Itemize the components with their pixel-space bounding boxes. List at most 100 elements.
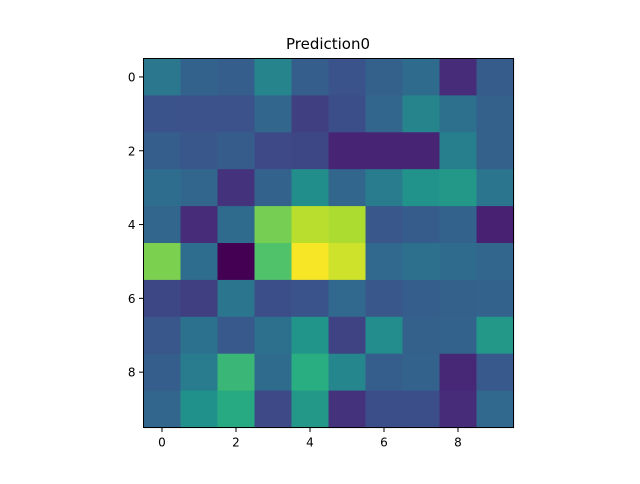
heatmap-cell bbox=[217, 316, 256, 355]
heatmap-cell bbox=[254, 316, 293, 355]
heatmap-cell bbox=[217, 206, 256, 244]
heatmap-cell bbox=[476, 132, 515, 170]
heatmap-cell bbox=[439, 279, 478, 318]
heatmap-cell bbox=[476, 169, 515, 207]
heatmap-cell bbox=[328, 279, 367, 318]
y-tick-label: 8 bbox=[128, 366, 136, 380]
heatmap-cell bbox=[402, 316, 441, 355]
heatmap-cell bbox=[328, 95, 367, 133]
x-tick-label: 2 bbox=[232, 436, 240, 450]
heatmap-cell bbox=[217, 390, 256, 429]
chart-title: Prediction0 bbox=[286, 35, 370, 53]
heatmap-cell bbox=[476, 279, 515, 318]
heatmap-cell bbox=[328, 353, 367, 392]
heatmap-cell bbox=[402, 132, 441, 170]
x-tick-label: 8 bbox=[454, 436, 462, 450]
heatmap-cell bbox=[217, 353, 256, 392]
heatmap-cell bbox=[291, 390, 330, 429]
heatmap-cell bbox=[180, 316, 219, 355]
heatmap-cell bbox=[291, 132, 330, 170]
heatmap-cell bbox=[439, 58, 478, 96]
heatmap-cell bbox=[328, 390, 367, 429]
heatmap-cell bbox=[254, 243, 293, 281]
x-axis: 0 2 4 6 8 bbox=[158, 427, 462, 450]
heatmap-cell bbox=[291, 279, 330, 318]
heatmap-cell bbox=[254, 206, 293, 244]
heatmap-cell bbox=[180, 169, 219, 207]
heatmap-cell bbox=[439, 390, 478, 429]
heatmap-cell bbox=[439, 316, 478, 355]
heatmap-cell bbox=[217, 58, 256, 96]
heatmap-cell bbox=[402, 390, 441, 429]
heatmap-cell bbox=[217, 132, 256, 170]
heatmap-cell bbox=[365, 169, 404, 207]
heatmap-cell bbox=[291, 58, 330, 96]
heatmap-cell bbox=[254, 169, 293, 207]
heatmap-cell bbox=[143, 279, 182, 318]
heatmap-cell bbox=[143, 58, 182, 96]
heatmap-cell bbox=[402, 279, 441, 318]
heatmap-cell bbox=[291, 316, 330, 355]
heatmap-cell bbox=[254, 279, 293, 318]
heatmap-cell bbox=[476, 95, 515, 133]
heatmap-cell bbox=[476, 206, 515, 244]
heatmap-cell bbox=[217, 243, 256, 281]
heatmap-cell bbox=[439, 169, 478, 207]
heatmap-cell bbox=[180, 353, 219, 392]
heatmap-cell bbox=[476, 58, 515, 96]
heatmap-cell bbox=[180, 279, 219, 318]
heatmap-cell bbox=[143, 316, 182, 355]
heatmap-cell bbox=[180, 58, 219, 96]
heatmap-cell bbox=[254, 353, 293, 392]
heatmap-cell bbox=[291, 169, 330, 207]
heatmap-cell bbox=[291, 206, 330, 244]
heatmap-cell bbox=[180, 132, 219, 170]
heatmap-cell bbox=[143, 353, 182, 392]
heatmap-cell bbox=[365, 279, 404, 318]
heatmap-cell bbox=[180, 206, 219, 244]
heatmap-cell bbox=[291, 353, 330, 392]
heatmap-cell bbox=[328, 206, 367, 244]
heatmap-cell bbox=[143, 206, 182, 244]
heatmap-cell bbox=[365, 390, 404, 429]
heatmap-cell bbox=[365, 353, 404, 392]
heatmap-cell bbox=[365, 243, 404, 281]
y-tick-label: 0 bbox=[128, 70, 136, 84]
heatmap-cell bbox=[476, 316, 515, 355]
x-tick-label: 6 bbox=[380, 436, 388, 450]
heatmap-cell bbox=[328, 132, 367, 170]
heatmap-cell bbox=[476, 353, 515, 392]
heatmap-cell bbox=[328, 243, 367, 281]
heatmap-cell bbox=[180, 390, 219, 429]
heatmap-cell bbox=[254, 95, 293, 133]
heatmap-cell bbox=[402, 353, 441, 392]
heatmap-cell bbox=[254, 390, 293, 429]
heatmap-cell bbox=[143, 243, 182, 281]
heatmap-cell bbox=[476, 390, 515, 429]
heatmap-cell bbox=[439, 95, 478, 133]
y-axis: 0 2 4 6 8 bbox=[128, 70, 144, 380]
heatmap-cell bbox=[365, 206, 404, 244]
heatmap-cell bbox=[402, 206, 441, 244]
heatmap-cell bbox=[365, 95, 404, 133]
heatmap-cells bbox=[143, 58, 515, 429]
heatmap-cell bbox=[402, 58, 441, 96]
heatmap-cell bbox=[365, 316, 404, 355]
heatmap-cell bbox=[143, 132, 182, 170]
heatmap-cell bbox=[402, 95, 441, 133]
plot-frame bbox=[143, 58, 514, 428]
heatmap-cell bbox=[291, 95, 330, 133]
heatmap-cell bbox=[217, 95, 256, 133]
heatmap-cell bbox=[180, 95, 219, 133]
x-tick-label: 0 bbox=[158, 436, 166, 450]
heatmap-cell bbox=[328, 316, 367, 355]
heatmap-cell bbox=[365, 58, 404, 96]
y-tick-label: 4 bbox=[128, 218, 136, 232]
y-tick-label: 6 bbox=[128, 292, 136, 306]
heatmap-cell bbox=[328, 169, 367, 207]
heatmap-cell bbox=[143, 95, 182, 133]
x-tick-label: 4 bbox=[306, 436, 314, 450]
heatmap-cell bbox=[439, 243, 478, 281]
heatmap-cell bbox=[217, 279, 256, 318]
heatmap-cell bbox=[439, 353, 478, 392]
